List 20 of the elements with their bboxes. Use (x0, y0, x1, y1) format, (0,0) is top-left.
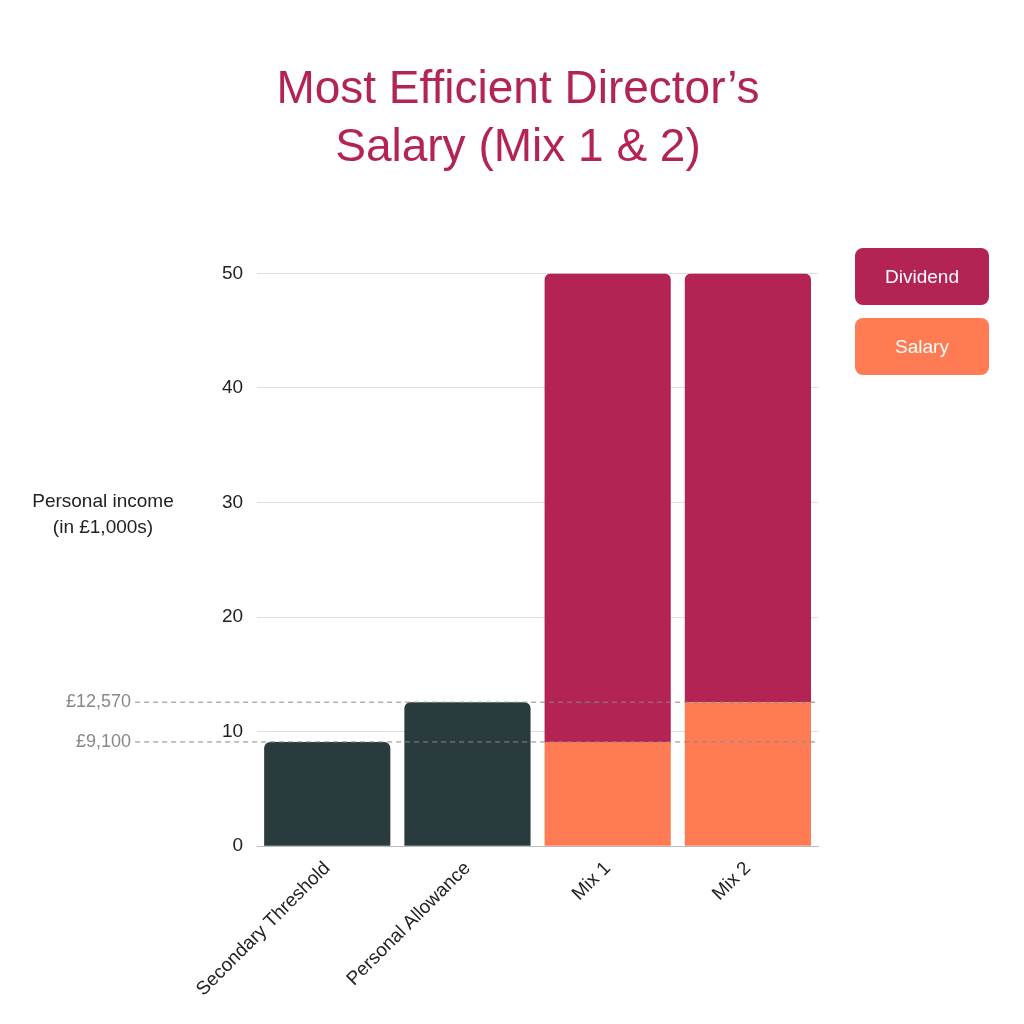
ref-line-label: £9,100 (76, 730, 132, 751)
chart-title: Most Efficient Director’s Salary (Mix 1 & 2) (275, 60, 761, 173)
bar (264, 741, 391, 846)
text: Dividend (855, 248, 989, 305)
y-tick-label: 10 (221, 719, 244, 741)
y-axis-title: Personal income (in £1,000s) (31, 489, 175, 539)
y-tick-label: 30 (221, 490, 244, 512)
bar (544, 741, 671, 846)
bar (404, 702, 531, 846)
x-tick-label: Mix 2 (707, 856, 755, 904)
y-tick-label: 0 (232, 834, 244, 856)
ref-line-label: £12,570 (66, 691, 132, 712)
y-tick-label: 20 (221, 605, 244, 627)
bar (544, 273, 671, 742)
y-tick-label: 40 (221, 376, 244, 398)
text: Salary (855, 318, 989, 375)
x-tick-label: Mix 1 (567, 856, 615, 904)
bar (684, 702, 811, 846)
y-tick-label: 50 (221, 261, 244, 283)
bar (684, 273, 811, 703)
